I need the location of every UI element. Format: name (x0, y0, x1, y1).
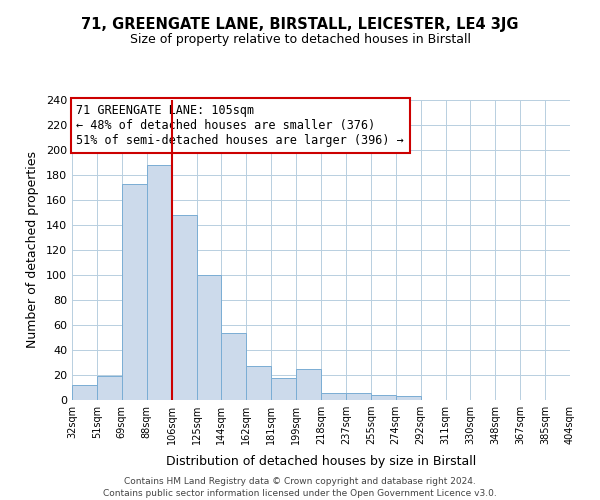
Bar (97, 376, 122, 400)
Bar (172, 215, 197, 400)
Bar (371, 395, 396, 400)
Text: Contains public sector information licensed under the Open Government Licence v3: Contains public sector information licen… (103, 489, 497, 498)
Bar (146, 165, 172, 400)
Text: 71, GREENGATE LANE, BIRSTALL, LEICESTER, LE4 3JG: 71, GREENGATE LANE, BIRSTALL, LEICESTER,… (81, 18, 519, 32)
Bar (346, 392, 371, 400)
Bar (296, 369, 321, 400)
Bar (271, 378, 296, 400)
Text: 71 GREENGATE LANE: 105sqm
← 48% of detached houses are smaller (376)
51% of semi: 71 GREENGATE LANE: 105sqm ← 48% of detac… (76, 104, 404, 147)
Bar (122, 184, 147, 400)
Bar (221, 332, 247, 400)
Y-axis label: Number of detached properties: Number of detached properties (26, 152, 39, 348)
Text: Contains HM Land Registry data © Crown copyright and database right 2024.: Contains HM Land Registry data © Crown c… (124, 478, 476, 486)
Bar (396, 396, 421, 400)
Text: Size of property relative to detached houses in Birstall: Size of property relative to detached ho… (130, 32, 470, 46)
Bar (321, 392, 346, 400)
Bar (72, 385, 97, 400)
Bar (197, 275, 221, 400)
Bar (247, 366, 271, 400)
X-axis label: Distribution of detached houses by size in Birstall: Distribution of detached houses by size … (166, 456, 476, 468)
